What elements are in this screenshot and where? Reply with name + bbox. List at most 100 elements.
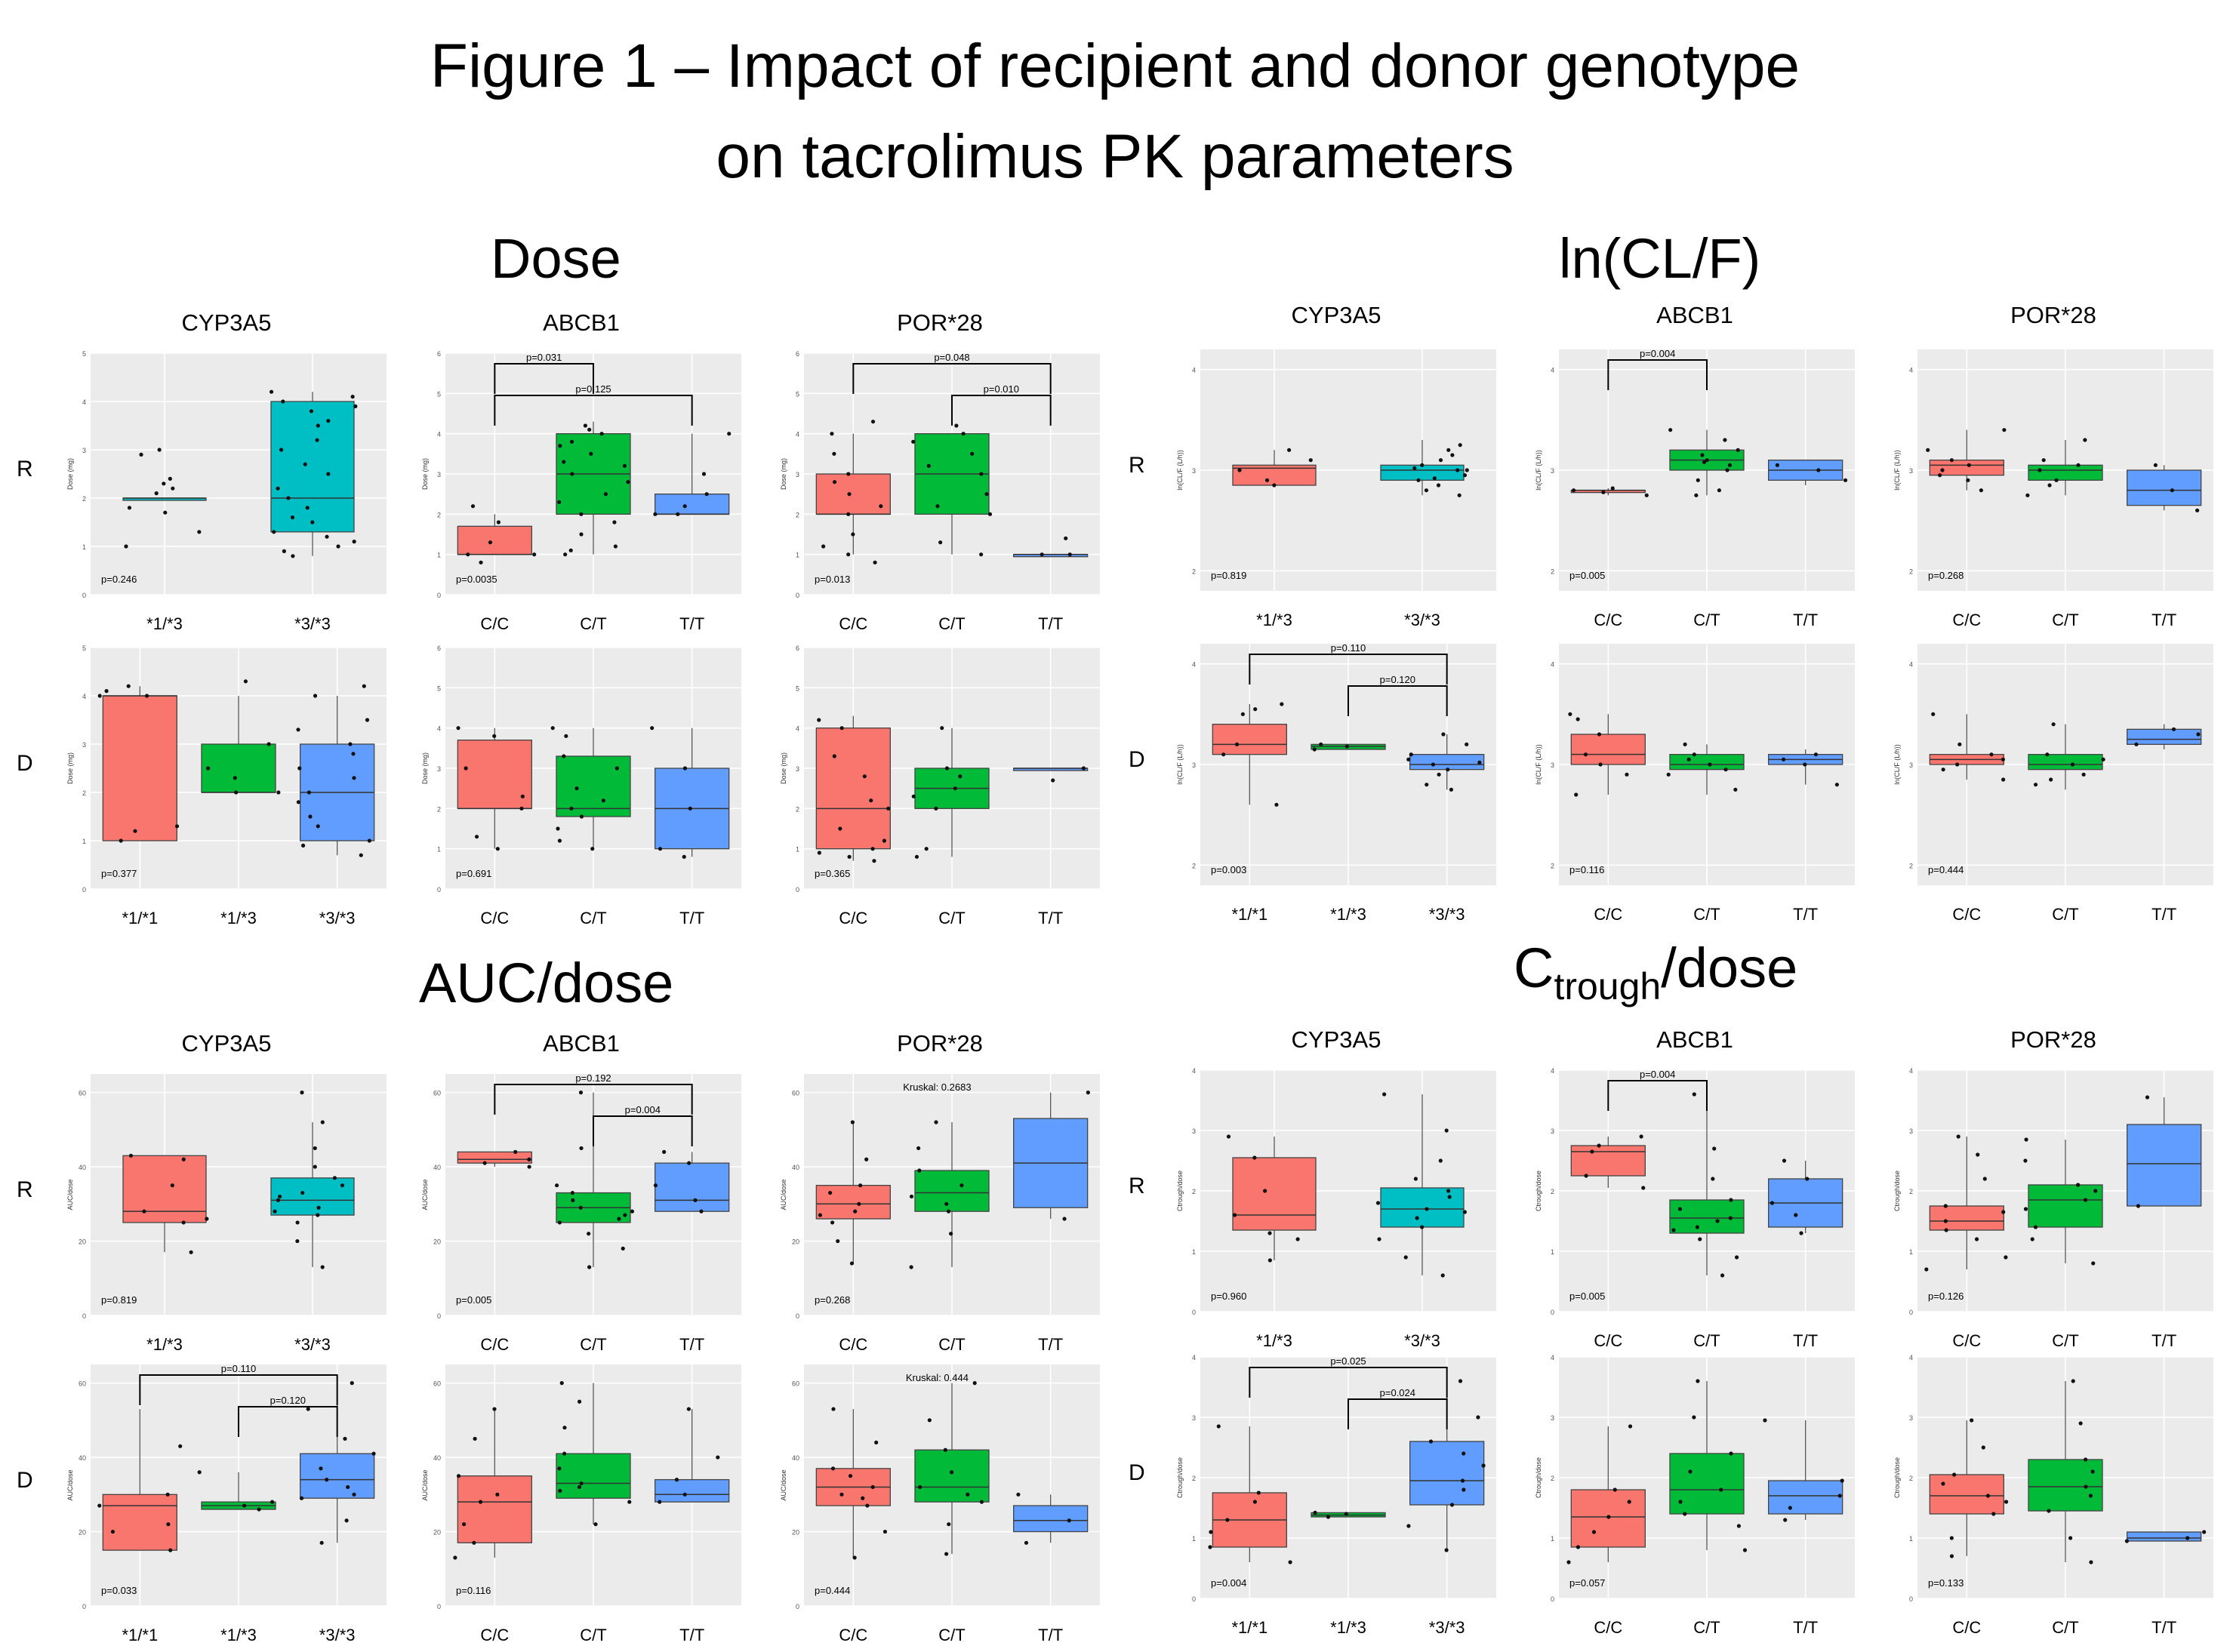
data-point — [1024, 1540, 1029, 1545]
data-point — [1240, 712, 1245, 716]
gene-header-cyp3a5: CYP3A5 — [1291, 1026, 1381, 1053]
data-point — [519, 806, 524, 811]
data-point — [1064, 536, 1068, 540]
y-axis-label: AUC/dose — [780, 1179, 787, 1210]
data-point — [569, 806, 574, 811]
data-point — [1288, 1560, 1292, 1564]
data-point — [1040, 552, 1044, 557]
box — [2127, 1124, 2202, 1207]
data-point — [351, 752, 356, 756]
gene-header-por28: POR*28 — [897, 1030, 983, 1057]
data-point — [1232, 1213, 1237, 1217]
data-point — [571, 1198, 575, 1202]
data-point — [1736, 448, 1740, 452]
y-tick-label: 4 — [1909, 1354, 1913, 1361]
y-tick-label: 4 — [1192, 1067, 1196, 1075]
data-point — [861, 1496, 865, 1500]
y-axis-label: Ctrough/dose — [1176, 1457, 1184, 1498]
data-point — [513, 1149, 518, 1154]
gene-header-abcb1: ABCB1 — [1656, 1026, 1733, 1053]
data-point — [1252, 1155, 1257, 1160]
data-point — [874, 1440, 879, 1444]
boxplot-panel: 0 1 2 3 4 Ctrough/dose p=0.004 p=0.005 — [1535, 1067, 1855, 1316]
gene-header-cyp3a5: CYP3A5 — [1291, 302, 1381, 328]
data-point — [873, 560, 877, 565]
y-tick-label: 5 — [82, 350, 86, 358]
data-point — [325, 1478, 329, 1482]
data-point — [352, 1492, 356, 1497]
y-tick-label: 0 — [437, 1603, 441, 1610]
gene-header-cyp3a5: CYP3A5 — [181, 309, 272, 336]
data-point — [935, 504, 940, 509]
data-point — [205, 1217, 209, 1221]
data-point — [1644, 493, 1649, 497]
data-point — [1458, 443, 1462, 448]
data-point — [857, 1201, 861, 1206]
data-point — [527, 1157, 531, 1161]
data-point — [286, 496, 291, 500]
data-point — [2024, 1137, 2028, 1142]
x-tick-label: T/T — [2151, 905, 2177, 924]
data-point — [1736, 1524, 1742, 1528]
data-point — [1834, 783, 1839, 787]
overall-pvalue: p=0.819 — [1211, 570, 1246, 581]
x-tick-label: C/C — [1594, 611, 1623, 629]
y-tick-label: 3 — [1909, 1127, 1913, 1135]
x-tick-label: T/T — [1793, 611, 1819, 629]
x-tick-label: C/C — [480, 1626, 510, 1644]
x-tick-label: *1/*3 — [1330, 905, 1366, 924]
data-point — [276, 486, 280, 491]
data-point — [1770, 1201, 1775, 1205]
data-point — [1686, 757, 1691, 761]
data-point — [817, 718, 821, 722]
data-point — [1326, 1515, 1331, 1519]
data-point — [650, 726, 655, 731]
box — [1570, 734, 1646, 765]
x-tick-label: T/T — [2151, 611, 2177, 629]
box — [2028, 1459, 2103, 1512]
data-point — [197, 1470, 202, 1475]
data-point — [165, 1492, 170, 1497]
data-point — [1957, 742, 1962, 746]
data-point — [1446, 768, 1450, 772]
data-point — [821, 544, 826, 549]
y-tick-label: 5 — [82, 644, 86, 652]
data-point — [563, 552, 568, 557]
data-point — [266, 742, 271, 746]
data-point — [332, 1176, 337, 1180]
data-point — [1444, 1128, 1449, 1133]
y-axis-label: ln(CL/F (L/h)) — [1176, 450, 1184, 491]
x-tick-label: C/C — [839, 1335, 868, 1354]
data-point — [946, 1209, 951, 1214]
y-tick-label: 6 — [796, 350, 799, 358]
data-point — [495, 847, 500, 851]
data-point — [959, 1183, 964, 1188]
y-tick-label: 0 — [796, 592, 799, 599]
data-point — [1597, 1143, 1601, 1148]
overall-pvalue: p=0.004 — [1211, 1577, 1246, 1589]
data-point — [104, 689, 109, 694]
data-point — [496, 520, 501, 525]
x-tick-label: *1/*3 — [1256, 611, 1292, 629]
data-point — [1598, 762, 1603, 767]
data-point — [365, 718, 370, 722]
data-point — [133, 829, 137, 833]
data-point — [557, 1466, 562, 1471]
y-axis-label: ln(CL/F (L/h)) — [1535, 744, 1542, 785]
y-tick-label: 4 — [437, 725, 441, 733]
data-point — [2030, 1237, 2034, 1241]
data-point — [1465, 742, 1469, 746]
data-point — [1788, 1506, 1792, 1510]
data-point — [613, 544, 618, 549]
data-point — [2153, 463, 2158, 467]
data-point — [2078, 1421, 2083, 1426]
section-title-lnclf: ln(CL/F) — [1559, 227, 1761, 290]
data-point — [1612, 1487, 1617, 1492]
x-tick-label: *1/*3 — [1256, 1331, 1292, 1350]
x-tick-label: *1/*1 — [1231, 905, 1268, 924]
x-tick-label: C/T — [938, 909, 966, 928]
y-tick-label: 20 — [79, 1529, 86, 1537]
y-axis-label: Dose (mg) — [421, 752, 429, 784]
boxplot-panel: 0 1 2 3 4 5 Dose (mg) p=0.246 — [66, 350, 387, 599]
